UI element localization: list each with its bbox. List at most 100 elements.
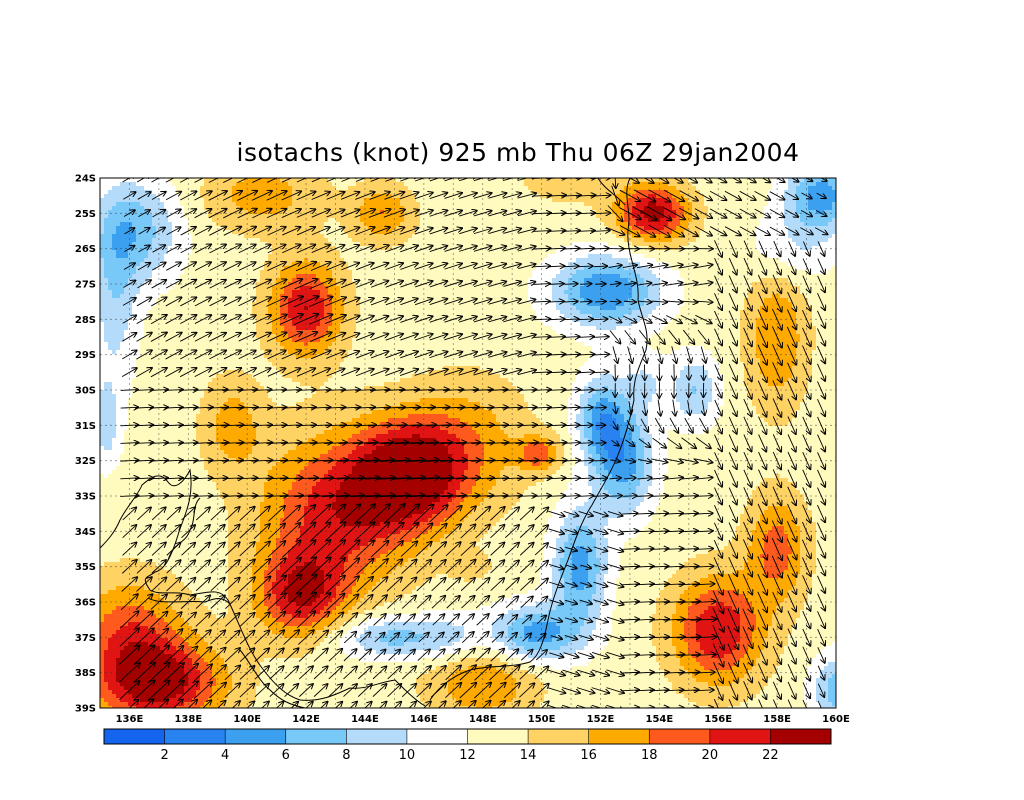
speed-cell bbox=[616, 222, 621, 227]
speed-cell bbox=[396, 234, 401, 239]
speed-cell bbox=[516, 234, 521, 239]
speed-cell bbox=[784, 250, 789, 255]
speed-cell bbox=[500, 234, 505, 239]
speed-cell bbox=[712, 178, 717, 183]
speed-cell bbox=[568, 218, 573, 223]
speed-cell bbox=[568, 238, 573, 243]
speed-cell bbox=[404, 226, 409, 231]
speed-cell bbox=[316, 258, 321, 263]
speed-cell bbox=[132, 250, 137, 255]
speed-cell bbox=[256, 258, 261, 263]
speed-cell bbox=[644, 202, 649, 207]
speed-cell bbox=[724, 182, 729, 187]
speed-cell bbox=[440, 186, 445, 191]
speed-cell bbox=[592, 222, 597, 227]
speed-cell bbox=[800, 254, 805, 259]
speed-cell bbox=[352, 250, 357, 255]
speed-cell bbox=[632, 254, 637, 259]
speed-cell bbox=[348, 218, 353, 223]
speed-cell bbox=[632, 218, 637, 223]
speed-cell bbox=[104, 194, 109, 199]
speed-cell bbox=[536, 250, 541, 255]
speed-cell bbox=[336, 238, 341, 243]
speed-cell bbox=[500, 222, 505, 227]
speed-cell bbox=[292, 222, 297, 227]
speed-cell bbox=[584, 178, 589, 183]
speed-cell bbox=[472, 258, 477, 263]
speed-cell bbox=[532, 202, 537, 207]
speed-cell bbox=[736, 222, 741, 227]
speed-cell bbox=[568, 242, 573, 247]
speed-cell bbox=[372, 202, 377, 207]
speed-cell bbox=[708, 186, 713, 191]
speed-cell bbox=[748, 198, 753, 203]
speed-cell bbox=[252, 186, 257, 191]
speed-cell bbox=[440, 254, 445, 259]
speed-cell bbox=[260, 238, 265, 243]
speed-cell bbox=[116, 178, 121, 183]
speed-cell bbox=[488, 182, 493, 187]
speed-cell bbox=[376, 202, 381, 207]
speed-cell bbox=[740, 234, 745, 239]
speed-cell bbox=[412, 258, 417, 263]
speed-cell bbox=[100, 186, 105, 191]
speed-cell bbox=[400, 218, 405, 223]
speed-cell bbox=[116, 234, 121, 239]
speed-cell bbox=[336, 258, 341, 263]
speed-cell bbox=[152, 234, 157, 239]
speed-cell bbox=[104, 242, 109, 247]
speed-cell bbox=[152, 186, 157, 191]
speed-cell bbox=[496, 206, 501, 211]
speed-cell bbox=[668, 238, 673, 243]
speed-cell bbox=[472, 202, 477, 207]
speed-cell bbox=[584, 194, 589, 199]
speed-cell bbox=[796, 250, 801, 255]
speed-cell bbox=[548, 214, 553, 219]
speed-cell bbox=[208, 186, 213, 191]
speed-cell bbox=[156, 190, 161, 195]
speed-cell bbox=[428, 254, 433, 259]
speed-cell bbox=[728, 202, 733, 207]
speed-cell bbox=[192, 198, 197, 203]
speed-cell bbox=[268, 238, 273, 243]
speed-cell bbox=[388, 234, 393, 239]
speed-cell bbox=[104, 254, 109, 259]
speed-cell bbox=[164, 250, 169, 255]
speed-cell bbox=[152, 206, 157, 211]
speed-cell bbox=[216, 222, 221, 227]
speed-cell bbox=[536, 206, 541, 211]
speed-cell bbox=[596, 234, 601, 239]
speed-cell bbox=[436, 218, 441, 223]
speed-cell bbox=[516, 238, 521, 243]
speed-cell bbox=[216, 250, 221, 255]
speed-cell bbox=[340, 222, 345, 227]
speed-cell bbox=[372, 222, 377, 227]
speed-cell bbox=[288, 182, 293, 187]
speed-cell bbox=[592, 238, 597, 243]
speed-cell bbox=[204, 182, 209, 187]
speed-cell bbox=[648, 202, 653, 207]
speed-cell bbox=[540, 182, 545, 187]
speed-cell bbox=[660, 258, 665, 263]
speed-cell bbox=[112, 210, 117, 215]
speed-cell bbox=[184, 242, 189, 247]
speed-cell bbox=[424, 254, 429, 259]
speed-cell bbox=[828, 226, 833, 231]
speed-cell bbox=[240, 238, 245, 243]
speed-cell bbox=[668, 186, 673, 191]
speed-cell bbox=[620, 250, 625, 255]
speed-cell bbox=[636, 254, 641, 259]
speed-cell bbox=[324, 186, 329, 191]
speed-cell bbox=[500, 218, 505, 223]
speed-cell bbox=[792, 222, 797, 227]
speed-cell bbox=[684, 258, 689, 263]
speed-cell bbox=[224, 210, 229, 215]
speed-cell bbox=[376, 182, 381, 187]
speed-cell bbox=[760, 202, 765, 207]
speed-cell bbox=[228, 262, 233, 267]
speed-cell bbox=[388, 262, 393, 267]
speed-cell bbox=[156, 242, 161, 247]
speed-cell bbox=[568, 202, 573, 207]
speed-cell bbox=[540, 218, 545, 223]
speed-cell bbox=[772, 218, 777, 223]
